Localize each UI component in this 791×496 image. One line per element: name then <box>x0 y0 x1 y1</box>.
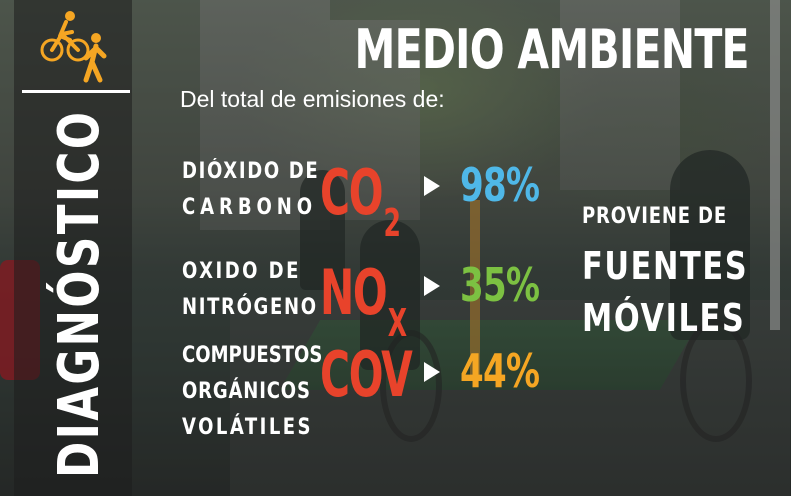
cyclist-pedestrian-icon <box>36 6 116 86</box>
formula-text: CO <box>320 156 384 229</box>
row-label-cov: COMPUESTOS ORGÁNICOS VOLÁTILES <box>182 338 322 446</box>
formula-cov: COV <box>320 344 413 406</box>
label-line: DIÓXIDO DE <box>182 159 320 184</box>
page-subtitle: Del total de emisiones de: <box>180 86 445 112</box>
arrow-icon <box>424 276 440 296</box>
label-line: VOLÁTILES <box>182 415 314 440</box>
label-line: COMPUESTOS <box>182 343 323 368</box>
arrow-icon <box>424 176 440 196</box>
label-line: OXIDO DE <box>182 259 301 284</box>
note-line-1: PROVIENE DE <box>582 204 727 229</box>
page-title: MEDIO AMBIENTE <box>354 18 750 81</box>
note-line-2: FUENTES <box>582 244 749 288</box>
row-label-co2: DIÓXIDO DE CARBONO <box>182 154 319 226</box>
formula-subscript: X <box>387 301 407 345</box>
percent-cov: 44% <box>460 344 540 398</box>
label-line: NITRÓGENO <box>182 295 318 320</box>
percent-nox: 35% <box>460 258 540 312</box>
side-divider <box>22 90 130 93</box>
row-label-nox: OXIDO DE NITRÓGENO <box>182 254 318 326</box>
label-line: ORGÁNICOS <box>182 379 311 404</box>
percent-co2: 98% <box>460 158 540 212</box>
formula-text: COV <box>320 338 413 411</box>
formula-text: NO <box>320 256 388 329</box>
side-band <box>14 0 132 496</box>
label-line: CARBONO <box>182 195 318 220</box>
formula-subscript: 2 <box>383 201 401 245</box>
arrow-icon <box>424 362 440 382</box>
section-label: DIAGNÓSTICO <box>47 109 112 479</box>
note-line-3: MÓVILES <box>582 296 746 340</box>
formula-nox: NOX <box>320 262 407 346</box>
formula-co2: CO2 <box>320 162 401 246</box>
